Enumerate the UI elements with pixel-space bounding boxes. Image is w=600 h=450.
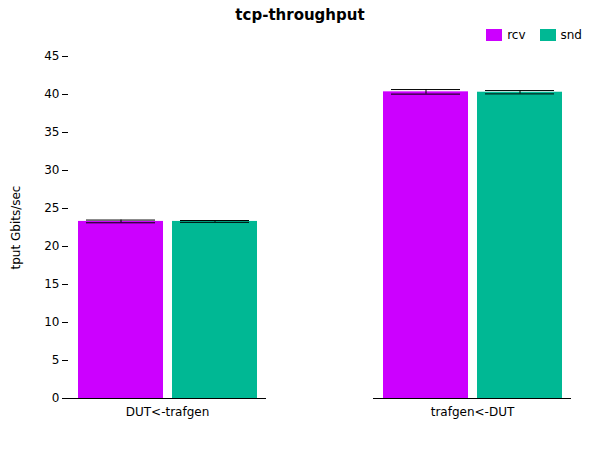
svg-text:40: 40 <box>44 87 59 101</box>
svg-text:20: 20 <box>44 239 59 253</box>
svg-text:DUT<-trafgen: DUT<-trafgen <box>126 405 210 419</box>
svg-text:10: 10 <box>44 315 59 329</box>
html-text:snd: snd <box>560 28 582 42</box>
svg-text:tput Gbits/sec: tput Gbits/sec <box>9 186 23 270</box>
html-text:tcp-throughput: tcp-throughput <box>235 6 365 24</box>
svg-text:trafgen<-DUT: trafgen<-DUT <box>431 405 515 419</box>
svg-text:5: 5 <box>52 353 60 367</box>
svg-text:45: 45 <box>44 49 59 63</box>
svg-text:25: 25 <box>44 201 59 215</box>
svg-text:15: 15 <box>44 277 59 291</box>
html-text:rcv: rcv <box>507 28 526 42</box>
svg-text:35: 35 <box>44 125 59 139</box>
svg-text:0: 0 <box>52 391 60 405</box>
svg-text:30: 30 <box>44 163 59 177</box>
